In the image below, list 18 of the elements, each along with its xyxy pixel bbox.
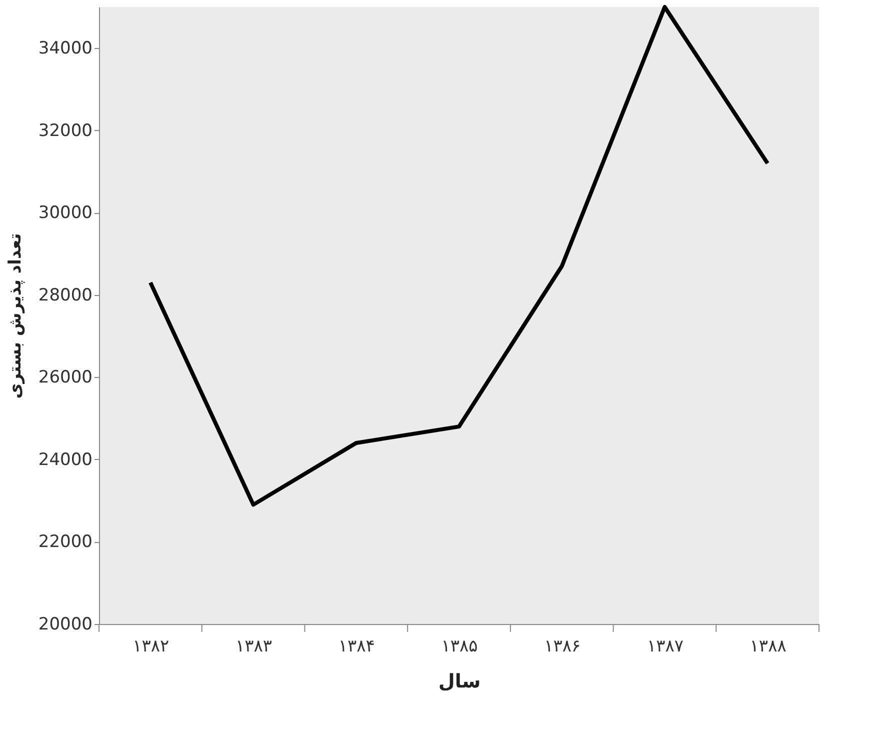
y-tick-label: 28000 [38,285,92,306]
y-tick-label: 34000 [38,38,92,59]
x-tick-label: ۱۳۸۷ [646,636,684,656]
y-tick-label: 26000 [38,368,92,388]
x-tick-label: ۱۳۸۵ [441,636,478,656]
x-axis-title: سال [438,670,481,692]
x-tick-label: ۱۳۸۲ [132,636,170,656]
y-tick-label: 30000 [38,203,92,224]
y-axis-title: تعداد پذیرش بستری [5,233,26,399]
x-tick-label: ۱۳۸۶ [544,636,581,656]
y-tick-label: 22000 [38,532,92,552]
x-tick-label: ۱۳۸۳ [236,636,272,656]
x-tick-label: ۱۳۸۸ [750,636,786,656]
x-tick-label: ۱۳۸۴ [338,636,375,656]
y-tick-label: 20000 [38,614,92,634]
line-series [148,5,770,507]
y-tick-label: 32000 [38,120,92,141]
y-tick-label: 24000 [38,450,92,470]
